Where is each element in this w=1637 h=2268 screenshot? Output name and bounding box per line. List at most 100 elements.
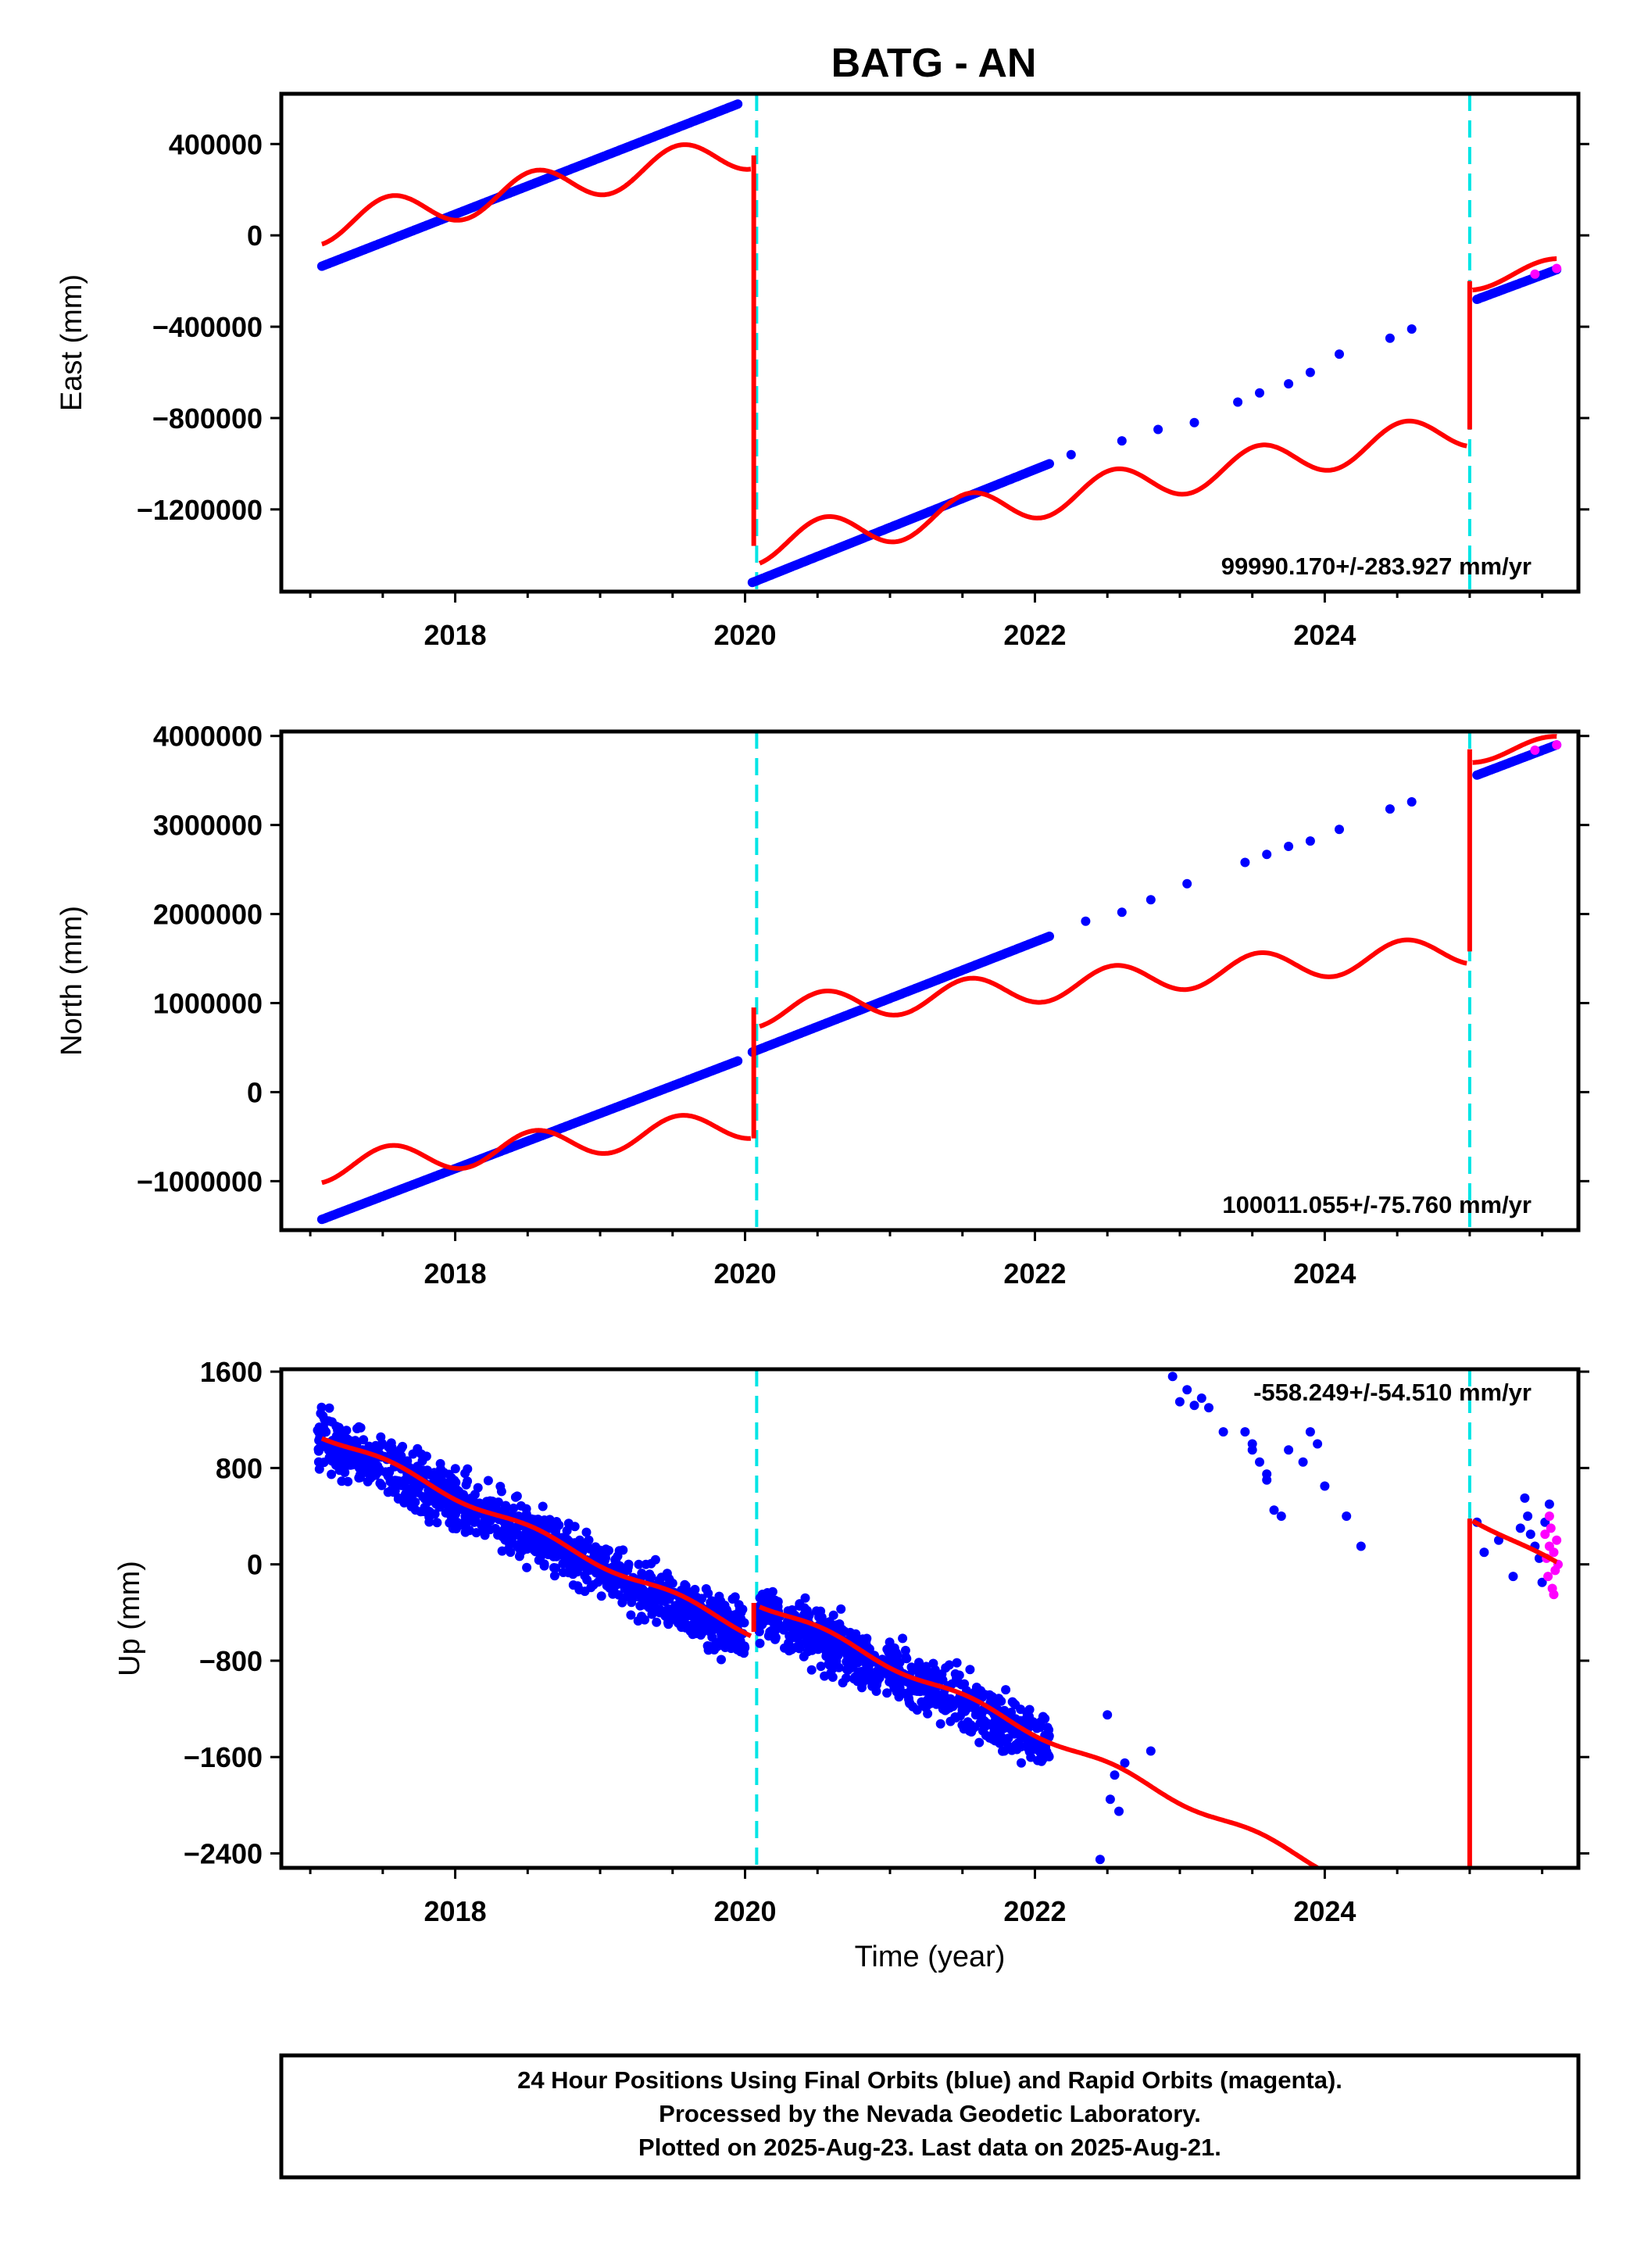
up-x-tick-label: 2020 — [713, 1895, 776, 1927]
north-final-point — [1146, 895, 1156, 905]
up-final-point — [1016, 1742, 1026, 1751]
up-final-point — [888, 1676, 899, 1687]
up-final-point — [483, 1476, 493, 1486]
up-final-point — [634, 1559, 644, 1569]
up-final-point — [516, 1547, 526, 1558]
up-final-point — [754, 1626, 764, 1637]
up-final-point — [959, 1724, 969, 1734]
north-y-tick-label: 3000000 — [153, 810, 263, 842]
up-final-point — [1356, 1541, 1366, 1551]
up-final-point — [833, 1651, 843, 1661]
east-y-tick-label: −800000 — [152, 402, 263, 435]
up-final-point — [1095, 1855, 1105, 1865]
up-final-point — [660, 1611, 670, 1621]
north-final-point — [1182, 878, 1192, 889]
up-rapid-point — [1543, 1572, 1553, 1582]
up-final-point — [1146, 1746, 1156, 1756]
north-y-tick-label: −1000000 — [137, 1165, 263, 1197]
up-final-point — [938, 1704, 948, 1714]
up-final-point — [1035, 1743, 1045, 1753]
east-final-point — [733, 99, 743, 109]
up-final-point — [624, 1559, 634, 1569]
up-final-point — [706, 1597, 716, 1608]
up-final-point — [1028, 1739, 1038, 1749]
east-y-tick-label: −1200000 — [137, 494, 263, 526]
up-rapid-point — [1544, 1511, 1554, 1521]
up-rapid-point — [1549, 1590, 1559, 1600]
up-final-point — [774, 1622, 784, 1633]
up-final-point — [316, 1402, 327, 1412]
up-final-point — [951, 1713, 961, 1722]
up-final-point — [630, 1589, 640, 1599]
up-final-point — [1320, 1481, 1330, 1491]
up-final-point — [450, 1464, 460, 1474]
up-final-point — [402, 1458, 412, 1468]
up-x-tick-label: 2024 — [1293, 1895, 1356, 1927]
up-final-point — [716, 1596, 726, 1606]
up-x-axis-label: Time (year) — [855, 1941, 1006, 1973]
up-final-point — [331, 1459, 341, 1469]
up-final-point — [989, 1718, 999, 1728]
up-final-point — [900, 1688, 910, 1698]
up-final-point — [350, 1436, 360, 1446]
up-y-tick-label: −1600 — [184, 1741, 263, 1773]
up-final-point — [510, 1492, 520, 1502]
north-model-curve — [321, 1113, 752, 1186]
east-model-curve — [1471, 256, 1557, 293]
footer-line-2: Processed by the Nevada Geodetic Laborat… — [659, 2100, 1201, 2127]
up-final-point — [546, 1523, 556, 1533]
up-final-point — [967, 1727, 977, 1737]
east-rapid-point — [1552, 263, 1562, 274]
up-final-point — [323, 1443, 334, 1454]
up-final-point — [1038, 1712, 1048, 1722]
up-final-point — [324, 1403, 334, 1413]
north-y-tick-label: 2000000 — [153, 899, 263, 931]
up-final-point — [463, 1516, 473, 1526]
up-final-point — [1276, 1511, 1286, 1521]
north-final-point — [1284, 842, 1294, 851]
up-final-point — [888, 1653, 898, 1663]
up-rapid-point — [1546, 1523, 1556, 1533]
up-final-point — [516, 1536, 527, 1547]
up-rate-label: -558.249+/-54.510 mm/yr — [1253, 1379, 1532, 1406]
north-rapid-point — [1552, 740, 1562, 750]
up-final-point — [391, 1476, 402, 1486]
east-x-tick-label: 2024 — [1293, 619, 1356, 651]
up-final-point — [679, 1584, 689, 1594]
up-final-point — [1010, 1700, 1020, 1710]
up-model-curve — [1471, 1519, 1558, 1565]
east-final-point — [1066, 449, 1076, 460]
north-data-area — [316, 732, 1562, 1230]
north-final-point — [1406, 797, 1417, 807]
up-rapid-point — [1540, 1529, 1550, 1540]
up-final-point — [1001, 1685, 1011, 1695]
up-final-point — [1003, 1740, 1013, 1751]
up-data-area — [313, 1369, 1563, 1868]
north-final-point — [1240, 857, 1250, 867]
up-final-point — [575, 1535, 584, 1545]
east-model-curve — [321, 142, 752, 247]
up-final-point — [838, 1678, 848, 1688]
north-final-point — [1335, 825, 1344, 835]
up-frame — [279, 1367, 1581, 1870]
up-final-point — [506, 1547, 516, 1558]
up-final-point — [937, 1669, 947, 1679]
up-final-point — [337, 1451, 347, 1461]
up-final-point — [604, 1545, 613, 1555]
up-final-point — [551, 1563, 561, 1573]
north-final-point — [1385, 804, 1395, 814]
up-final-point — [356, 1422, 366, 1433]
east-final-point — [1189, 417, 1199, 427]
up-final-point — [739, 1641, 749, 1651]
north-x-tick-label: 2020 — [713, 1257, 776, 1290]
up-final-point — [827, 1664, 838, 1674]
up-final-point — [377, 1480, 387, 1490]
up-final-point — [952, 1658, 962, 1668]
up-final-point — [571, 1567, 581, 1577]
up-final-point — [1174, 1397, 1185, 1407]
north-y-tick-label: 0 — [247, 1076, 263, 1108]
up-final-point — [1284, 1445, 1294, 1455]
up-final-point — [558, 1558, 568, 1569]
up-final-point — [836, 1604, 846, 1614]
up-final-point — [861, 1637, 871, 1647]
